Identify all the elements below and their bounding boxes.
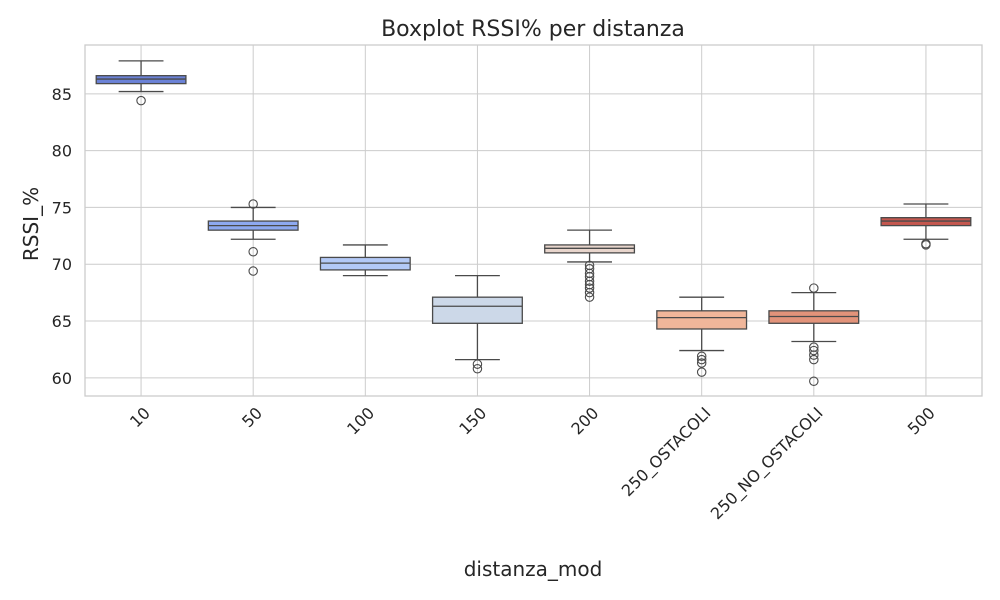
outlier-point xyxy=(809,345,819,356)
y-tick-label: 80 xyxy=(52,142,72,161)
y-tick-label: 60 xyxy=(52,369,72,388)
y-tick-label: 70 xyxy=(52,255,72,274)
box-group xyxy=(95,60,187,106)
box-group xyxy=(319,244,411,277)
x-tick-labels: 10 50 100 150 200 250_OSTACOLI250_NO_OSTACOLI… xyxy=(126,403,939,524)
outlier-point xyxy=(584,287,595,298)
outlier-point xyxy=(696,351,707,361)
plot-frame xyxy=(84,44,983,397)
x-tick-label: 50 xyxy=(238,403,266,431)
outlier-point xyxy=(584,283,595,293)
outlier-point xyxy=(472,359,483,369)
outlier-point xyxy=(921,240,931,250)
box-group xyxy=(880,203,972,250)
x-tick-label: 10 xyxy=(126,403,154,431)
outlier-point xyxy=(248,266,258,276)
outlier-point xyxy=(809,354,819,365)
x-tick-label: 500 xyxy=(904,403,939,438)
outlier-point xyxy=(584,276,595,287)
outlier-point xyxy=(696,367,707,377)
x-tick-label: 100 xyxy=(343,403,378,438)
box-group xyxy=(431,274,523,374)
outlier-point xyxy=(809,283,819,293)
y-tick-label: 65 xyxy=(52,312,72,331)
outlier-point xyxy=(248,199,258,209)
chart-title: Boxplot RSSI% per distanza xyxy=(381,17,685,42)
x-tick-label: 250_OSTACOLI xyxy=(618,403,716,501)
x-axis-label: distanza_mod xyxy=(464,557,603,581)
x-tick-label: 200 xyxy=(567,403,602,438)
y-tick-label: 85 xyxy=(52,85,72,104)
box-group xyxy=(656,296,748,377)
x-tick-label: 150 xyxy=(455,403,490,438)
box-group xyxy=(207,199,299,276)
outlier-point xyxy=(696,358,707,368)
outlier-point xyxy=(472,363,483,374)
outlier-point xyxy=(136,95,146,106)
outlier-point xyxy=(696,354,707,365)
iqr-box xyxy=(431,296,523,324)
y-tick-labels: 60 65 70 75 80 85 xyxy=(52,85,72,388)
y-axis-label: RSSI_% xyxy=(19,187,43,261)
iqr-box xyxy=(656,310,748,330)
outlier-point xyxy=(248,246,258,257)
boxes xyxy=(95,60,972,386)
outlier-point xyxy=(584,292,595,302)
box-group xyxy=(544,229,636,302)
box-group xyxy=(768,283,860,386)
x-tick-label: 250_NO_OSTACOLI xyxy=(707,403,828,524)
outlier-point xyxy=(809,350,819,360)
outlier-point xyxy=(809,376,819,386)
y-tick-label: 75 xyxy=(52,198,72,217)
